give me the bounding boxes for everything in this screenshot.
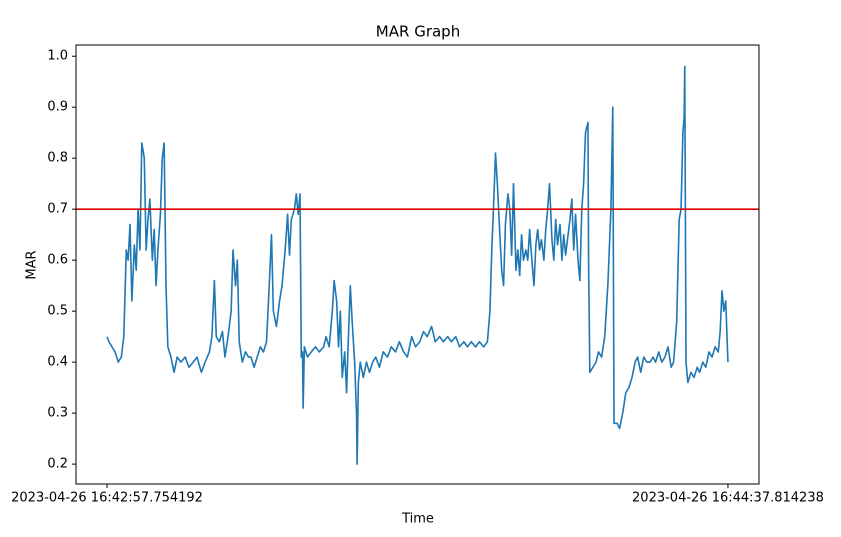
y-tick-label: 0.7 [47, 202, 68, 217]
plot-frame [75, 44, 760, 485]
y-tick-label: 0.3 [47, 406, 68, 421]
y-tick-label: 0.6 [47, 253, 68, 268]
x-tick-label: 2023-04-26 16:44:37.814238 [632, 491, 824, 506]
y-tick-label: 0.2 [47, 457, 68, 472]
chart-title: MAR Graph [376, 23, 460, 41]
x-axis-label: Time [401, 512, 434, 527]
y-tick-label: 0.8 [47, 151, 68, 166]
x-tick-label: 2023-04-26 16:42:57.754192 [11, 491, 203, 506]
y-tick-label: 1.0 [47, 49, 68, 64]
y-tick-label: 0.9 [47, 100, 68, 115]
y-axis-label: MAR [25, 250, 40, 279]
y-tick-label: 0.4 [47, 355, 68, 370]
y-tick-label: 0.5 [47, 304, 68, 319]
data-line [106, 65, 729, 465]
